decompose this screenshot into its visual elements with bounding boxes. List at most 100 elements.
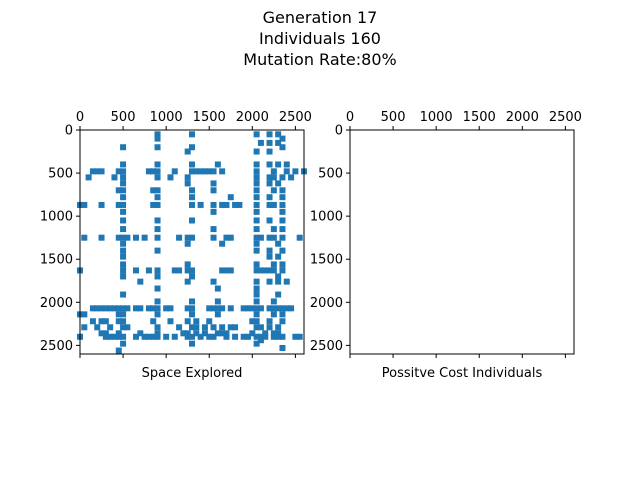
space-explored-points: [77, 131, 307, 354]
space-explored-point: [214, 330, 221, 337]
space-explored-point: [266, 131, 273, 138]
space-explored-point: [253, 217, 260, 224]
space-explored-x-tick-label: 500: [111, 110, 136, 125]
space-explored-point: [257, 234, 264, 241]
positive-cost-x-tick-label: 2500: [549, 110, 582, 125]
space-explored-point: [193, 318, 200, 325]
space-explored-point: [266, 318, 273, 325]
space-explored-point: [288, 305, 295, 312]
space-explored-y-tick-label: 2000: [40, 296, 73, 311]
space-explored-point: [253, 324, 260, 331]
space-explored-point: [107, 333, 114, 340]
space-explored-point: [197, 333, 204, 340]
chart-title-line-1: Generation 17: [262, 8, 378, 27]
space-explored-point: [214, 298, 221, 305]
space-explored-point: [184, 330, 191, 337]
space-explored-point: [81, 201, 88, 208]
space-explored-point: [266, 234, 273, 241]
space-explored-point: [257, 139, 264, 146]
space-explored-point: [245, 305, 251, 312]
space-explored-point: [154, 285, 161, 292]
space-explored-point: [275, 139, 282, 146]
space-explored-point: [163, 305, 170, 312]
space-explored-point: [266, 161, 273, 168]
space-explored-point: [266, 305, 273, 312]
space-explored-point: [120, 247, 127, 254]
space-explored-point: [115, 234, 122, 241]
space-explored-point: [189, 187, 195, 194]
space-explored-point: [102, 318, 109, 325]
space-explored-point: [120, 208, 127, 215]
space-explored-point: [253, 234, 260, 241]
space-explored-point: [115, 333, 122, 340]
space-explored-point: [176, 234, 183, 241]
space-explored-point: [292, 333, 299, 340]
space-explored-point: [236, 201, 243, 208]
space-explored-point: [296, 333, 303, 340]
space-explored-ticks: 0 500 1000 1500 2000 2500 0 500 1000 1500 2000 2500: [40, 110, 312, 358]
space-explored-point: [197, 168, 204, 175]
space-explored-point: [270, 261, 277, 268]
space-explored-point: [81, 311, 88, 318]
space-explored-point: [279, 174, 286, 181]
space-explored-point: [201, 168, 208, 175]
space-explored-point: [193, 324, 200, 331]
space-explored-point: [266, 267, 273, 274]
space-explored-point: [120, 226, 127, 233]
chart-title-line-2: Individuals 160: [259, 29, 381, 48]
space-explored-point: [154, 135, 161, 142]
space-explored-point: [154, 324, 161, 331]
space-explored-point: [94, 324, 101, 331]
space-explored-point: [184, 305, 191, 312]
space-explored-point: [275, 278, 282, 285]
space-explored-point: [193, 330, 200, 337]
space-explored-point: [206, 333, 213, 340]
space-explored-point: [253, 285, 260, 292]
space-explored-point: [275, 324, 282, 331]
space-explored-point: [184, 180, 191, 187]
positive-cost-individuals-chart: 0 500 1000 1500 2000 2500 0 500 1000 1500 2000 2500…: [310, 110, 582, 381]
space-explored-y-tick-label: 1500: [40, 253, 73, 268]
space-explored-point: [154, 267, 161, 274]
space-explored-point: [150, 168, 157, 175]
positive-cost-y-tick-label: 1500: [310, 253, 343, 268]
space-explored-point: [253, 247, 260, 254]
space-explored-point: [232, 324, 239, 331]
space-explored-point: [270, 201, 277, 208]
space-explored-point: [150, 318, 157, 325]
space-explored-point: [240, 305, 247, 312]
space-explored-point: [253, 180, 260, 187]
space-explored-point: [184, 278, 191, 285]
space-explored-point: [283, 168, 290, 175]
space-explored-point: [201, 324, 208, 331]
space-explored-point: [154, 174, 161, 181]
space-explored-point: [120, 168, 127, 175]
space-explored-point: [227, 194, 234, 201]
space-explored-point: [210, 278, 217, 285]
space-explored-point: [232, 201, 239, 208]
space-explored-point: [102, 330, 109, 337]
space-explored-point: [189, 311, 195, 318]
space-explored-point: [253, 187, 260, 194]
space-explored-point: [154, 298, 161, 305]
space-explored-point: [253, 278, 260, 285]
space-explored-point: [266, 324, 273, 331]
space-explored-point: [141, 333, 148, 340]
space-explored-point: [120, 324, 127, 331]
space-explored-point: [214, 311, 221, 318]
space-explored-point: [98, 305, 105, 312]
space-explored-point: [154, 234, 161, 241]
space-explored-point: [210, 180, 217, 187]
space-explored-point: [253, 267, 260, 274]
space-explored-y-tick-label: 1000: [40, 210, 73, 225]
space-explored-point: [120, 201, 127, 208]
space-explored-point: [189, 234, 195, 241]
space-explored-point: [154, 247, 161, 254]
space-explored-point: [145, 305, 152, 312]
space-explored-point: [145, 333, 152, 340]
space-explored-point: [279, 201, 286, 208]
space-explored-point: [270, 187, 277, 194]
space-explored-point: [141, 234, 148, 241]
space-explored-point: [150, 201, 157, 208]
positive-cost-x-tick-label: 1500: [463, 110, 496, 125]
